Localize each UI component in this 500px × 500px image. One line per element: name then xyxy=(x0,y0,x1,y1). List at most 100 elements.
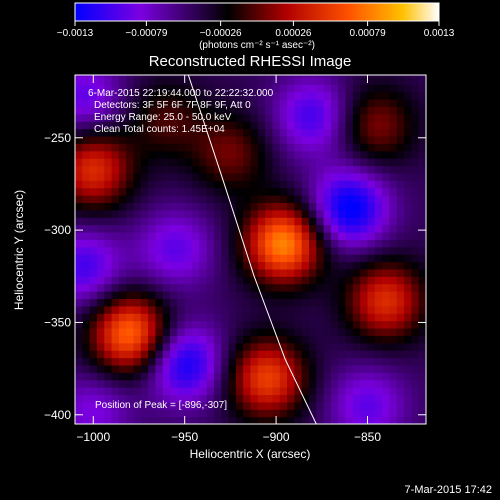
heatmap-cell xyxy=(389,75,398,78)
heatmap-cell xyxy=(133,224,142,233)
heatmap-cell xyxy=(118,121,127,130)
heatmap-cell xyxy=(265,254,274,263)
heatmap-cell xyxy=(338,202,347,211)
heatmap-cell xyxy=(345,121,354,130)
heatmap-cell xyxy=(250,202,259,211)
colorbar-tick-label: 0.00079 xyxy=(350,28,387,39)
heatmap-cell xyxy=(374,246,383,255)
heatmap-cell xyxy=(338,394,347,403)
heatmap-cell xyxy=(279,158,288,167)
heatmap-cell xyxy=(213,276,222,285)
heatmap-cell xyxy=(294,320,303,329)
heatmap-cell xyxy=(162,165,171,174)
heatmap-cell xyxy=(192,364,200,373)
heatmap-cell xyxy=(155,75,164,78)
heatmap-cell xyxy=(104,121,113,130)
heatmap-cell xyxy=(162,298,171,307)
heatmap-cell xyxy=(235,291,244,300)
heatmap-cell xyxy=(345,143,354,152)
heatmap-cell xyxy=(257,113,266,122)
heatmap-cell xyxy=(316,291,325,300)
heatmap-cell xyxy=(228,357,237,366)
heatmap-cell xyxy=(272,165,281,174)
heatmap-cell xyxy=(82,135,91,144)
heatmap-cell xyxy=(118,409,127,418)
heatmap-cell xyxy=(221,313,230,322)
heatmap-cell xyxy=(170,387,178,396)
heatmap-cell xyxy=(104,401,113,410)
heatmap-cell xyxy=(250,187,259,196)
heatmap-cell xyxy=(170,283,178,292)
heatmap-cell xyxy=(279,327,288,336)
heatmap-cell xyxy=(257,305,266,314)
heatmap-cell xyxy=(199,143,208,152)
heatmap-cell xyxy=(345,231,354,240)
heatmap-cell xyxy=(338,268,347,277)
heatmap-cell xyxy=(199,401,208,410)
heatmap-cell xyxy=(111,357,120,366)
heatmap-cell xyxy=(228,75,237,78)
heatmap-cell xyxy=(118,291,127,300)
heatmap-cell xyxy=(155,409,164,418)
heatmap-cell xyxy=(352,231,361,240)
heatmap-cell xyxy=(96,165,105,174)
heatmap-cell xyxy=(287,364,295,373)
heatmap-cell xyxy=(301,121,310,130)
heatmap-cell xyxy=(316,342,325,351)
heatmap-cell xyxy=(367,239,376,248)
heatmap-cell xyxy=(228,158,237,167)
heatmap-cell xyxy=(301,187,310,196)
heatmap-cell xyxy=(411,84,420,93)
heatmap-cell xyxy=(75,379,83,388)
heatmap-cell xyxy=(309,335,317,344)
heatmap-cell xyxy=(133,246,142,255)
heatmap-cell xyxy=(228,224,237,233)
heatmap-cell xyxy=(294,357,303,366)
heatmap-cell xyxy=(89,342,98,351)
heatmap-cell xyxy=(213,224,222,233)
heatmap-cell xyxy=(279,320,288,329)
heatmap-cell xyxy=(213,187,222,196)
heatmap-cell xyxy=(177,276,186,285)
heatmap-cell xyxy=(104,224,113,233)
heatmap-cell xyxy=(75,350,83,359)
heatmap-cell xyxy=(104,75,113,78)
heatmap-cell xyxy=(155,113,164,122)
heatmap-cell xyxy=(396,158,405,167)
heatmap-cell xyxy=(330,106,339,115)
heatmap-cell xyxy=(213,327,222,336)
heatmap-cell xyxy=(374,128,383,137)
heatmap-cell xyxy=(162,372,171,381)
heatmap-cell xyxy=(374,291,383,300)
heatmap-cell xyxy=(374,158,383,167)
heatmap-cell xyxy=(155,224,164,233)
heatmap-cell xyxy=(155,99,164,107)
heatmap-cell xyxy=(140,158,149,167)
heatmap-cell xyxy=(170,246,178,255)
heatmap-cell xyxy=(221,172,230,181)
heatmap-cell xyxy=(89,113,98,122)
heatmap-cell xyxy=(389,372,398,381)
heatmap-cell xyxy=(235,180,244,189)
heatmap-cell xyxy=(228,364,237,373)
heatmap-cell xyxy=(250,113,259,122)
heatmap-cell xyxy=(170,209,178,218)
heatmap-cell xyxy=(279,195,288,204)
heatmap-cell xyxy=(352,180,361,189)
heatmap-cell xyxy=(126,283,135,292)
heatmap-cell xyxy=(309,268,317,277)
heatmap-cell xyxy=(411,172,420,181)
heatmap-cell xyxy=(323,320,332,329)
heatmap-cell xyxy=(89,394,98,403)
heatmap-cell xyxy=(294,150,303,159)
heatmap-cell xyxy=(170,187,178,196)
heatmap-cell xyxy=(301,276,310,285)
heatmap-cell xyxy=(352,409,361,418)
heatmap-cell xyxy=(382,76,391,85)
heatmap-cell xyxy=(170,84,178,93)
heatmap-cell xyxy=(184,283,193,292)
heatmap-cell xyxy=(374,276,383,285)
heatmap-cell xyxy=(294,202,303,211)
heatmap-cell xyxy=(221,364,230,373)
heatmap-cell xyxy=(411,268,420,277)
